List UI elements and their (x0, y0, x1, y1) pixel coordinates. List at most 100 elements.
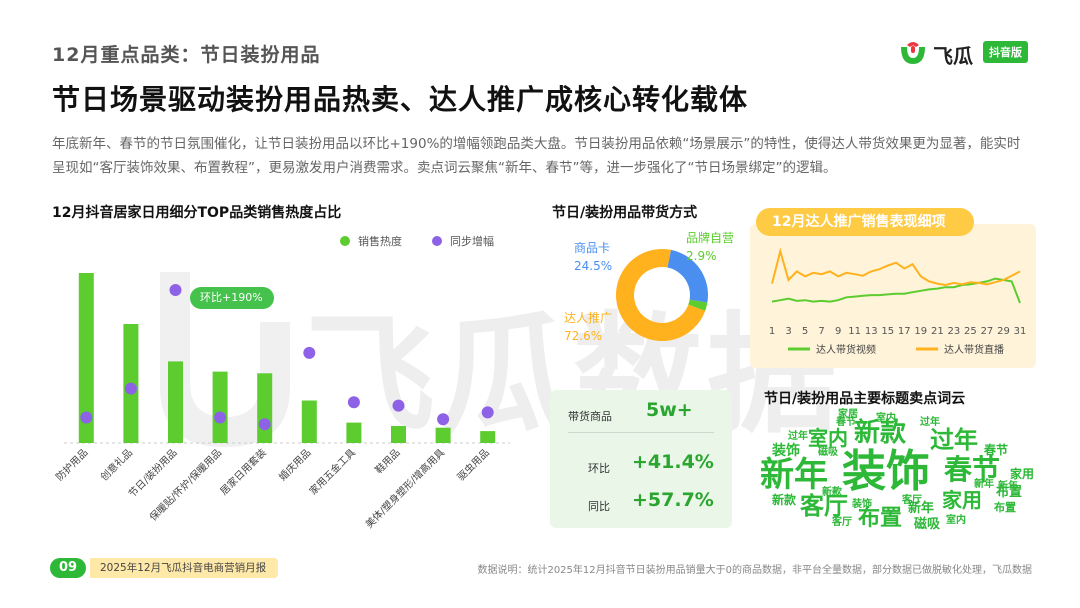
brand-logo: 飞瓜 抖音版 (897, 37, 1037, 68)
bar-sales (257, 373, 273, 443)
donut-slice (616, 249, 706, 341)
x-tick-label: 11 (848, 326, 861, 337)
cloud-word: 布置 (996, 485, 1023, 500)
bar-chart-title: 12月抖音居家日用细分TOP品类销售热度占比 (52, 205, 342, 221)
x-tick-label: 17 (898, 326, 911, 337)
x-tick-label: 29 (997, 326, 1010, 337)
bar-sales (168, 361, 183, 443)
page-number: 09 (50, 558, 86, 578)
cloud-word: 新年 (974, 479, 994, 490)
cloud-word: 室内 (876, 413, 896, 424)
page-kicker: 12月重点品类：节日装扮用品 (52, 44, 321, 66)
legend-label-growth: 同步增幅 (450, 235, 494, 248)
donut-label: 达人推广 (564, 311, 612, 325)
x-tick-label: 美体/塑身塑形/增高用具 (363, 446, 448, 531)
donut-value-label: 72.6% (564, 329, 602, 343)
x-tick-label: 鞋用品 (372, 446, 402, 476)
cloud-word: 装饰 (842, 446, 930, 497)
x-tick-label: 15 (881, 326, 894, 337)
bar-sales (346, 422, 362, 443)
data-footnote: 数据说明：统计2025年12月抖音节日装扮用品销量大于0的商品数据，非平台全量数… (477, 565, 1032, 576)
donut-slice (667, 249, 708, 303)
word-cloud-title: 节日/装扮用品主要标题卖点词云 (764, 391, 966, 407)
point-growth (392, 399, 405, 412)
cloud-word: 新年 (908, 501, 935, 516)
trend-line (771, 277, 1021, 304)
point-growth (124, 382, 137, 395)
x-tick-label: 31 (1014, 326, 1027, 337)
x-tick-label: 居家日用套装 (217, 446, 269, 498)
cloud-word: 新年 (760, 455, 828, 495)
kpi-label: 环比 (588, 462, 610, 475)
point-growth (437, 413, 450, 426)
kpi-divider (568, 432, 714, 433)
bar-sales (212, 371, 228, 443)
cloud-word: 布置 (858, 506, 903, 531)
x-tick-label: 保暖贴/怀炉/保暖用品 (147, 446, 225, 524)
x-tick-label: 家用五金工具 (306, 446, 358, 498)
cloud-word: 磁吸 (818, 447, 838, 458)
bar-sales (435, 427, 451, 443)
point-growth (214, 411, 227, 424)
kpi-row-mom: 环比 +41.4% (550, 448, 732, 488)
cloud-word: 装饰 (852, 499, 872, 510)
bar-sales (78, 273, 94, 443)
bar-legend: 销售热度 同步增幅 (340, 233, 494, 249)
x-tick-label: 驱虫用品 (455, 447, 492, 484)
cloud-word: 春节 (944, 453, 1001, 486)
donut-chart-title: 节日/装扮用品带货方式 (552, 205, 698, 221)
kpi-row-products: 带货商品 5w+ (550, 396, 732, 436)
legend-swatch-growth (432, 236, 442, 246)
bar-sales (480, 431, 496, 443)
x-tick-label: 1 (769, 326, 775, 337)
intro-paragraph: 年底新年、春节的节日氛围催化，让节日装扮用品以环比+190%的增幅领跑品类大盘。… (52, 136, 1021, 176)
point-growth (347, 396, 360, 409)
donut-label: 品牌自营 (686, 231, 734, 245)
kpi-value: +41.4% (632, 451, 714, 473)
cloud-word: 新年 (998, 481, 1018, 492)
kpi-value: +57.7% (632, 489, 714, 511)
trend-line (771, 247, 1021, 287)
cloud-word: 客厅 (800, 492, 848, 520)
x-tick-label: 创意礼品 (98, 446, 135, 483)
x-tick-label: 防护用品 (53, 446, 90, 483)
cloud-word: 过年 (788, 431, 808, 442)
donut-label: 商品卡 (574, 240, 610, 255)
cloud-word: 室内 (946, 515, 966, 526)
trend-panel (750, 224, 1036, 368)
point-growth (80, 411, 93, 424)
cloud-word: 家用 (1010, 467, 1035, 481)
legend-swatch-sales (340, 236, 350, 246)
footer: 09 2025年12月飞瓜抖音电商营销月报 数据说明：统计2025年12月抖音节… (0, 556, 1080, 580)
brand-badge: 抖音版 (983, 41, 1028, 63)
legend-label-sales: 销售热度 (358, 235, 402, 248)
x-tick-label: 3 (785, 326, 791, 337)
growth-callout: 环比+190% (190, 287, 274, 309)
report-name: 2025年12月飞瓜抖音电商营销月报 (90, 558, 278, 578)
donut-value-label: 24.5% (574, 259, 612, 273)
cloud-word: 新款 (822, 487, 842, 498)
point-growth (481, 406, 494, 419)
cloud-word: 客厅 (902, 495, 922, 506)
x-tick-label: 19 (914, 326, 927, 337)
kpi-label: 带货商品 (568, 410, 612, 423)
donut-chart: 达人推广 72.6% 商品卡 24.5% 品牌自营 2.9% (564, 231, 734, 343)
bar-sales (391, 426, 406, 443)
cloud-word: 装饰 (772, 443, 800, 459)
x-tick-label: 婚庆用品 (276, 446, 313, 483)
cloud-word: 过年 (930, 426, 978, 454)
legend-label: 达人带货直播 (944, 343, 1004, 356)
cloud-word: 布置 (994, 501, 1016, 514)
legend-label: 达人带货视频 (816, 343, 876, 356)
kpi-card: 带货商品 5w+ 环比 +41.4% 同比 +57.7% (550, 390, 732, 528)
point-growth (258, 418, 271, 431)
x-tick-label: 7 (818, 326, 824, 337)
feigua-logo-icon (901, 42, 925, 64)
cloud-word: 磁吸 (914, 517, 941, 532)
cloud-word: 过年 (920, 417, 940, 428)
word-cloud: 装饰 新年 春节 新款 过年 室内 客厅 布置 家用 新年 磁吸 装饰 过年 春节 过年 春节 家用 新年 布置 布置… (752, 410, 1042, 540)
x-tick-label: 27 (981, 326, 994, 337)
cloud-word: 新款 (772, 493, 797, 507)
